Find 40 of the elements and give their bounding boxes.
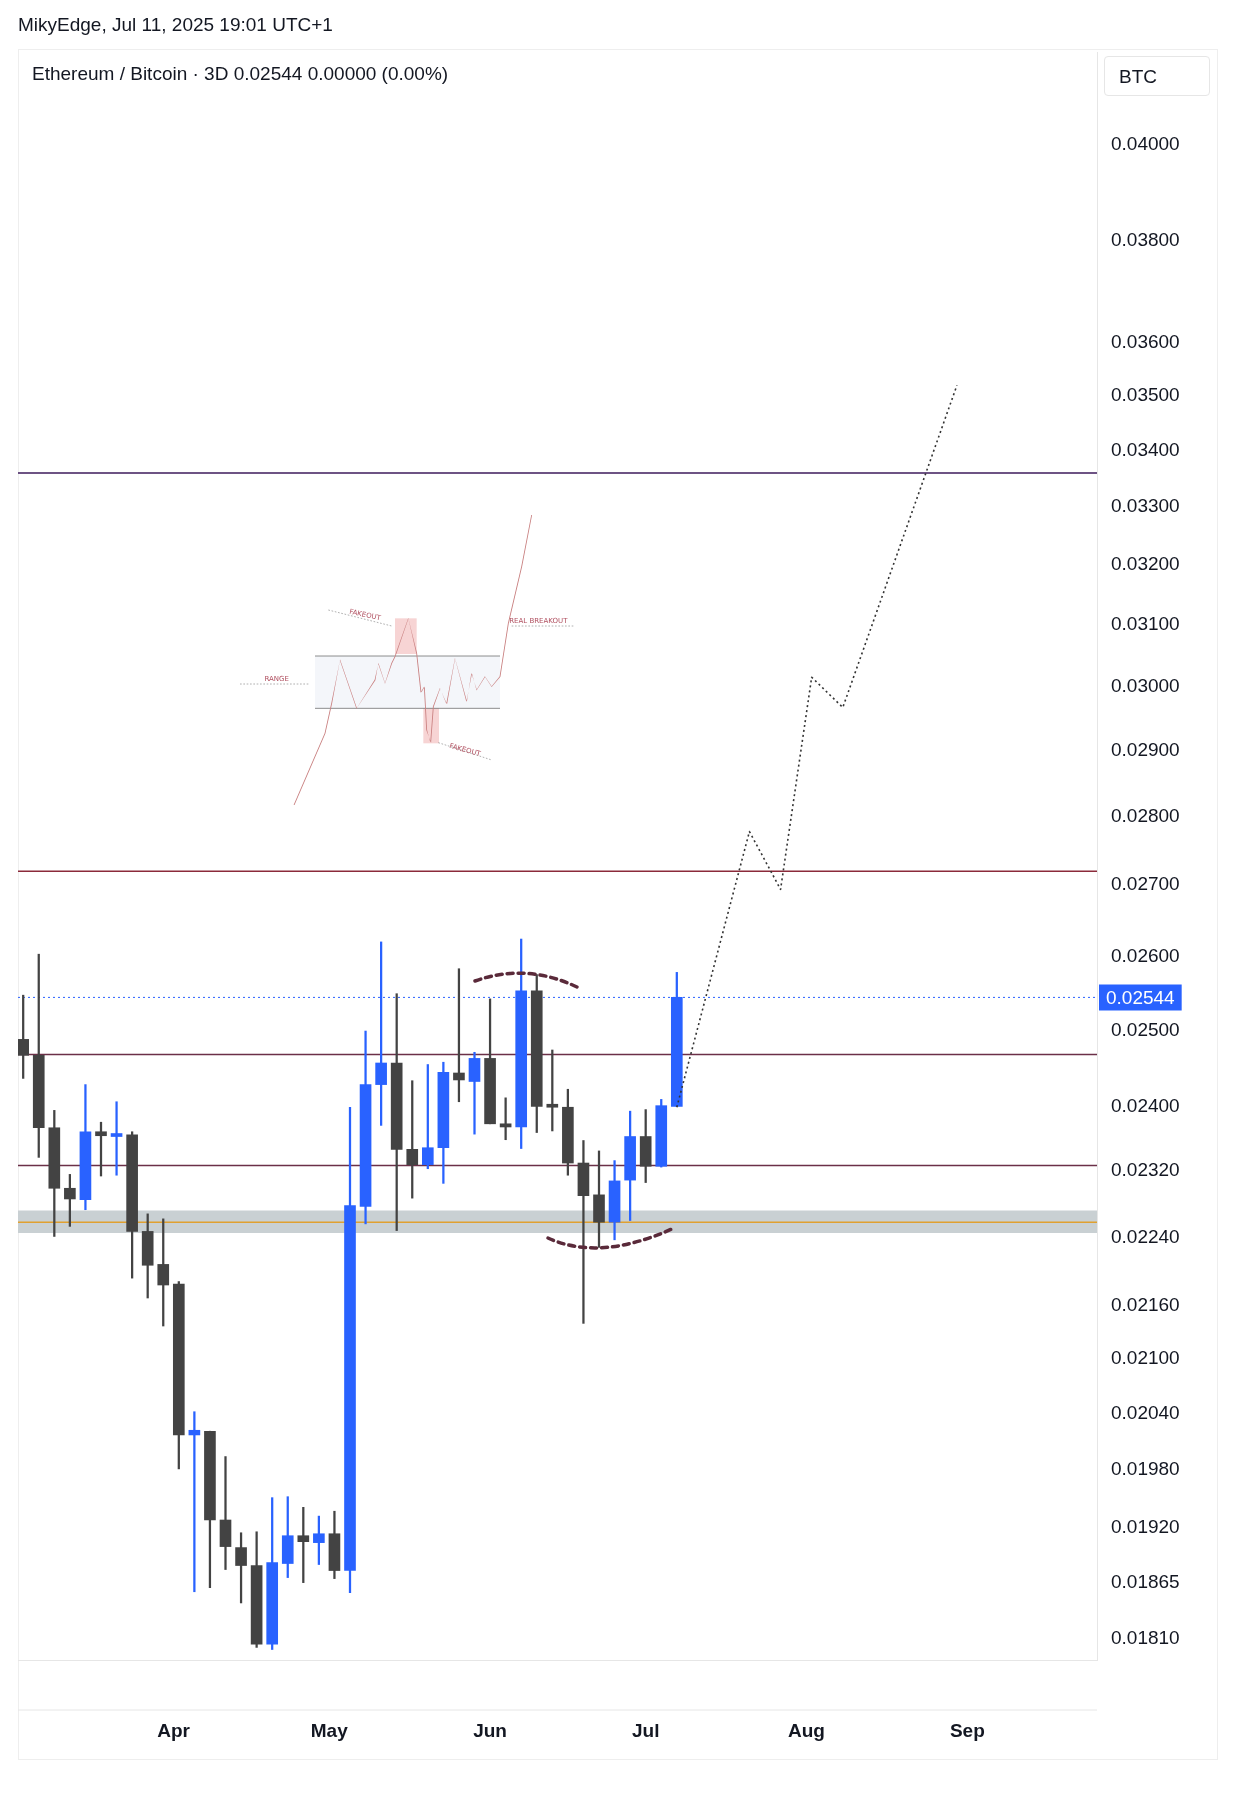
y-tick-label: 0.01980	[1111, 1458, 1180, 1480]
candlestick	[468, 1051, 481, 1135]
x-tick-label: Aug	[788, 1719, 825, 1741]
y-tick-label: 0.01920	[1111, 1516, 1180, 1538]
y-tick-label: 0.03500	[1111, 384, 1180, 406]
x-tick-label: Jul	[631, 1719, 660, 1741]
y-tick-label: 0.03600	[1111, 331, 1180, 353]
text: MikyEdge, Jul 11, 2025 19:01 UTC+1	[18, 14, 333, 36]
x-tick-label: Jun	[473, 1719, 507, 1741]
y-tick-label: 0.02800	[1111, 804, 1180, 826]
x-tick-label: Apr	[157, 1719, 191, 1741]
y-tick-label: 0.02240	[1111, 1225, 1180, 1247]
y-tick-label: 0.03100	[1111, 613, 1180, 635]
y-tick-label: 0.03300	[1111, 495, 1180, 517]
y-tick-label: 0.02400	[1111, 1095, 1180, 1117]
candlestick	[219, 1456, 232, 1570]
y-tick-label: 0.03200	[1111, 553, 1180, 575]
y-tick-label: 0.02100	[1111, 1347, 1180, 1369]
y-tick-label: 0.01865	[1111, 1570, 1180, 1592]
line-series	[676, 384, 958, 1109]
x-tick-label: May	[310, 1719, 349, 1741]
candlestick	[499, 1097, 512, 1141]
y-axis-title: BTC	[1104, 56, 1210, 96]
candlestick	[110, 1101, 123, 1176]
y-tick-label: 0.03400	[1111, 438, 1180, 460]
y-tick-label: 0.03000	[1111, 674, 1180, 696]
y-tick-label: 0.02160	[1111, 1294, 1180, 1316]
ref-line-label: 0.02544	[1106, 986, 1176, 1008]
y-tick-label: 0.01810	[1111, 1627, 1180, 1649]
y-tick-label: 0.02040	[1111, 1401, 1180, 1423]
text: Ethereum / Bitcoin · 3D 0.02544 0.00000 (0.00%)	[32, 63, 449, 85]
y-tick-label: 0.02500	[1111, 1018, 1180, 1040]
y-tick-label: 0.02700	[1111, 873, 1180, 895]
x-tick-label: Sep	[949, 1719, 985, 1741]
y-tick-label: 0.03800	[1111, 229, 1180, 251]
candlestick	[577, 1140, 590, 1324]
y-tick-label: 0.02320	[1111, 1159, 1180, 1181]
y-tick-label: 0.02900	[1111, 738, 1180, 760]
y-tick-label: 0.04000	[1111, 132, 1180, 154]
y-tick-label: 0.02600	[1111, 944, 1180, 966]
